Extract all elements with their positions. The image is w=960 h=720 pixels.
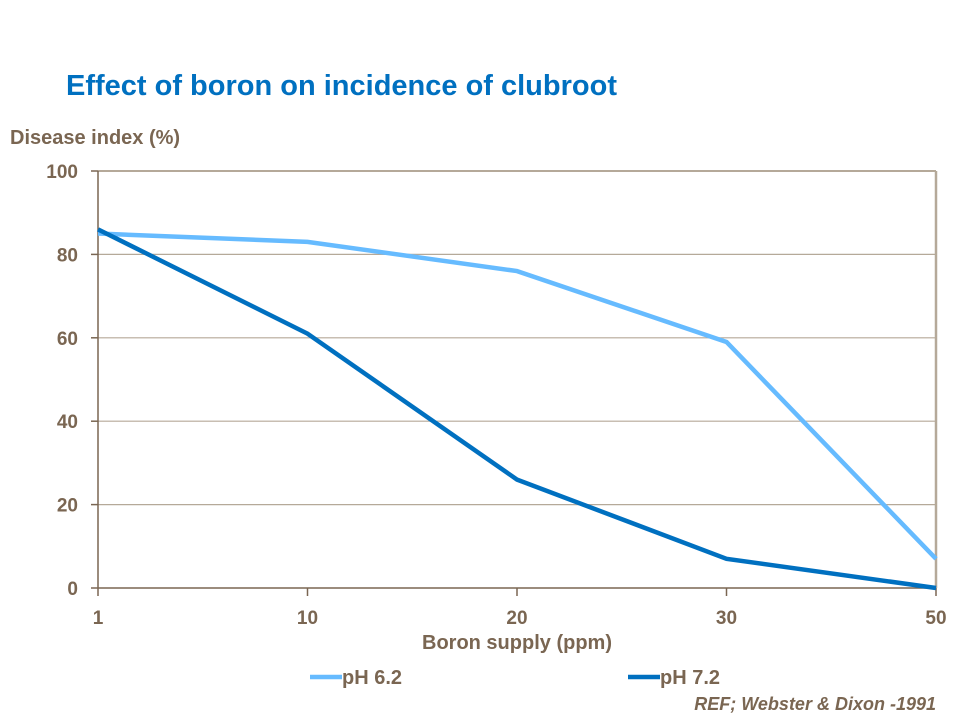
- y-tick-label: 40: [57, 412, 78, 433]
- series-line-ph-7-2: [96, 227, 937, 591]
- y-tick-label: 20: [57, 496, 78, 517]
- y-tick-label: 0: [67, 579, 78, 600]
- reference-note: REF; Webster & Dixon -1991: [694, 694, 936, 714]
- legend-label: pH 6.2: [342, 667, 402, 689]
- x-tick-label: 30: [716, 608, 737, 629]
- x-tick-label: 1: [93, 608, 104, 629]
- y-tick-label: 60: [57, 329, 78, 350]
- x-tick-label: 20: [506, 608, 527, 629]
- y-tick-label: 100: [46, 162, 78, 183]
- x-axis-label: Boron supply (ppm): [422, 632, 612, 654]
- y-tick-label: 80: [57, 245, 78, 266]
- chart-title: Effect of boron on incidence of clubroot: [66, 70, 617, 102]
- x-tick-label: 10: [297, 608, 318, 629]
- x-tick-label: 50: [925, 608, 946, 629]
- y-axis-label: Disease index (%): [10, 127, 181, 149]
- legend-label: pH 7.2: [660, 667, 720, 689]
- series-line-ph-6-2: [97, 231, 938, 561]
